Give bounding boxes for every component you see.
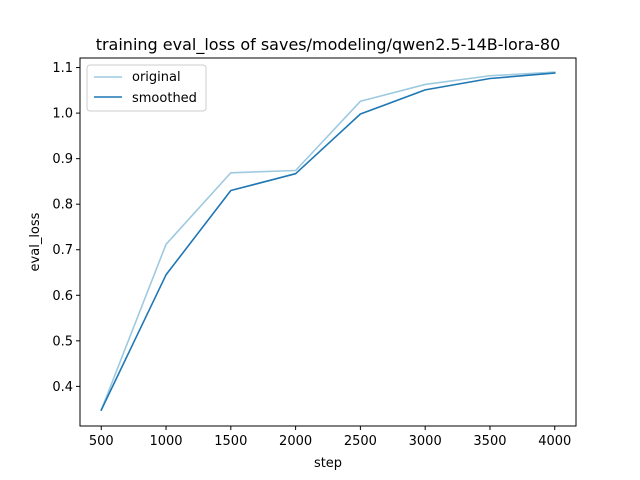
y-tick-label: 1.0 <box>52 107 73 122</box>
y-axis: 0.4 0.5 0.6 0.7 0.8 0.9 1.0 1.1 <box>52 61 80 395</box>
y-tick-label: 0.7 <box>52 243 73 258</box>
series-line-original <box>100 71 556 412</box>
x-tick-label: 2500 <box>344 434 377 449</box>
series-line-smoothed <box>100 72 556 412</box>
plot-background <box>80 58 576 426</box>
x-tick-label: 3500 <box>473 434 506 449</box>
x-tick-label: 2000 <box>279 434 312 449</box>
x-axis-label: step <box>314 456 342 471</box>
y-tick-label: 0.6 <box>52 289 73 304</box>
x-tick-label: 1500 <box>214 434 247 449</box>
y-tick-label: 0.9 <box>52 152 73 167</box>
plot-frame <box>79 57 577 427</box>
legend: original smoothed <box>86 64 207 112</box>
series-layer <box>100 71 556 412</box>
legend-label-smoothed: smoothed <box>132 91 197 106</box>
x-tick-label: 1000 <box>149 434 182 449</box>
chart-title: training eval_loss of saves/modeling/qwe… <box>96 35 561 55</box>
x-tick-label: 500 <box>89 434 114 449</box>
y-tick-label: 0.4 <box>52 380 73 395</box>
y-axis-label: eval_loss <box>28 212 43 271</box>
x-axis: 500 1000 1500 2000 2500 3000 3500 4000 <box>89 426 571 449</box>
y-tick-label: 0.8 <box>52 198 73 213</box>
x-tick-label: 4000 <box>538 434 571 449</box>
y-tick-label: 0.5 <box>52 334 73 349</box>
legend-label-original: original <box>132 70 181 85</box>
plot-area <box>79 57 577 427</box>
x-tick-label: 3000 <box>409 434 442 449</box>
y-tick-label: 1.1 <box>52 61 73 76</box>
